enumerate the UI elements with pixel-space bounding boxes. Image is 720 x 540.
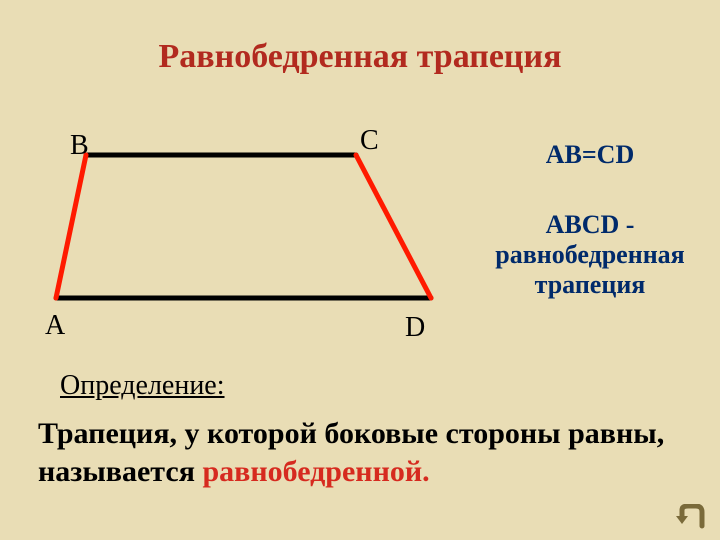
- definition-text: Трапеция, у которой боковые стороны равн…: [38, 415, 678, 490]
- shape-name-line1: ABCD -: [546, 210, 635, 239]
- u-turn-icon: [676, 504, 706, 530]
- shape-name-line3: трапеция: [535, 270, 646, 299]
- equality-text: AB=CD: [470, 140, 710, 170]
- vertex-label-c: С: [360, 125, 379, 157]
- vertex-label-d: D: [405, 312, 425, 344]
- return-button[interactable]: [676, 504, 706, 530]
- vertex-label-b: В: [70, 130, 89, 162]
- definition-label: Определение:: [60, 370, 225, 402]
- vertex-label-a: A: [45, 310, 65, 342]
- shape-name-line2: равнобедренная: [495, 240, 685, 269]
- trapezoid-diagram: [26, 120, 456, 330]
- slide-title: Равнобедренная трапеция: [0, 38, 720, 76]
- u-turn-arrowhead: [676, 516, 688, 524]
- shape-name-text: ABCD - равнобедренная трапеция: [470, 210, 710, 300]
- definition-text-red: равнобедренной.: [202, 455, 429, 488]
- slide: Равнобедренная трапеция В С A D AB=CD AB…: [0, 0, 720, 540]
